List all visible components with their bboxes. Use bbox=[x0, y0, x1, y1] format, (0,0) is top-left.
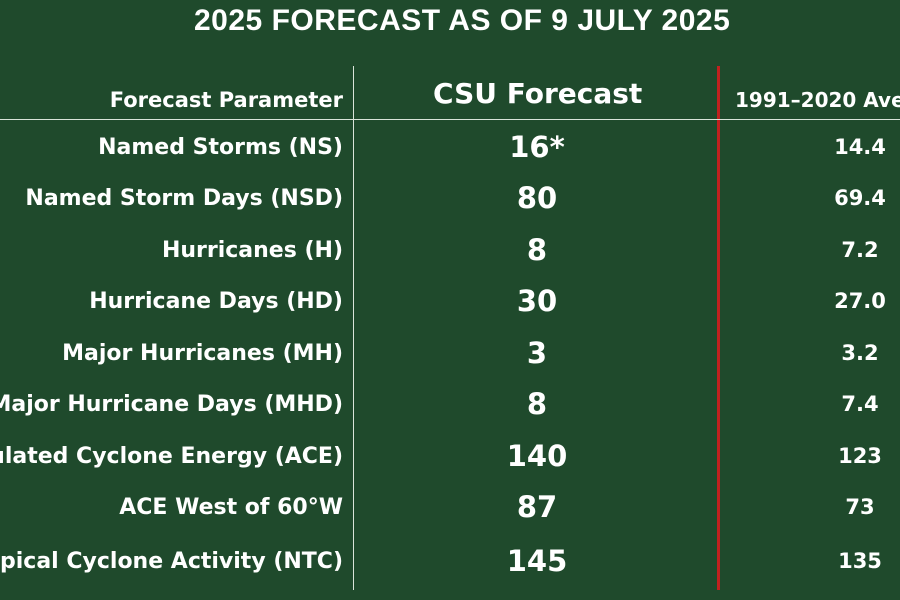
table-row: Named Storm Days (NSD) 80 69.4 bbox=[0, 172, 900, 224]
column-divider bbox=[353, 66, 354, 590]
average-value: 27.0 bbox=[834, 289, 886, 313]
average-value: 14.4 bbox=[834, 135, 886, 159]
table-row: ACE West of 60°W 87 73 bbox=[0, 481, 900, 533]
csu-value: 16* bbox=[509, 130, 565, 164]
csu-value: 87 bbox=[516, 490, 558, 524]
slide-title: 2025 FORECAST AS OF 9 JULY 2025 bbox=[194, 4, 731, 37]
table-row: Major Hurricane Days (MHD) 8 7.4 bbox=[0, 378, 900, 430]
average-value: 69.4 bbox=[834, 186, 886, 210]
parameter-label: Named Storms (NS) bbox=[98, 134, 343, 160]
table-row: Hurricane Days (HD) 30 27.0 bbox=[0, 275, 900, 327]
csu-value: 30 bbox=[516, 284, 558, 318]
red-column-divider bbox=[717, 66, 720, 590]
average-value: 135 bbox=[838, 549, 882, 573]
average-value: 3.2 bbox=[841, 341, 879, 365]
parameter-label: Net Tropical Cyclone Activity (NTC) bbox=[0, 548, 343, 574]
table-row: Accumulated Cyclone Energy (ACE) 140 123 bbox=[0, 430, 900, 482]
parameter-label: Named Storm Days (NSD) bbox=[25, 185, 343, 211]
csu-value: 8 bbox=[526, 233, 548, 267]
average-value: 7.2 bbox=[841, 238, 879, 262]
table-row: Net Tropical Cyclone Activity (NTC) 145 … bbox=[0, 535, 900, 587]
csu-value: 80 bbox=[516, 181, 558, 215]
parameter-label: Major Hurricanes (MH) bbox=[62, 340, 343, 366]
parameter-label: Accumulated Cyclone Energy (ACE) bbox=[0, 443, 343, 469]
average-value: 123 bbox=[838, 444, 882, 468]
average-value: 73 bbox=[845, 495, 875, 519]
parameter-label: Hurricanes (H) bbox=[161, 237, 343, 263]
table-row: Named Storms (NS) 16* 14.4 bbox=[0, 121, 900, 173]
parameter-label: Major Hurricane Days (MHD) bbox=[0, 391, 343, 417]
csu-value: 3 bbox=[526, 336, 548, 370]
csu-value: 140 bbox=[506, 439, 568, 473]
parameter-label: Hurricane Days (HD) bbox=[89, 288, 343, 314]
average-value: 7.4 bbox=[841, 392, 879, 416]
header-divider bbox=[0, 119, 900, 120]
table-row: Hurricanes (H) 8 7.2 bbox=[0, 224, 900, 276]
csu-value: 8 bbox=[526, 387, 548, 421]
header-csu-forecast: CSU Forecast bbox=[433, 77, 643, 110]
parameter-label: ACE West of 60°W bbox=[119, 494, 343, 520]
table-row: Major Hurricanes (MH) 3 3.2 bbox=[0, 327, 900, 379]
header-climatology-average: 1991–2020 Average bbox=[735, 88, 900, 112]
header-forecast-parameter: Forecast Parameter bbox=[109, 88, 343, 112]
csu-value: 145 bbox=[506, 544, 568, 578]
